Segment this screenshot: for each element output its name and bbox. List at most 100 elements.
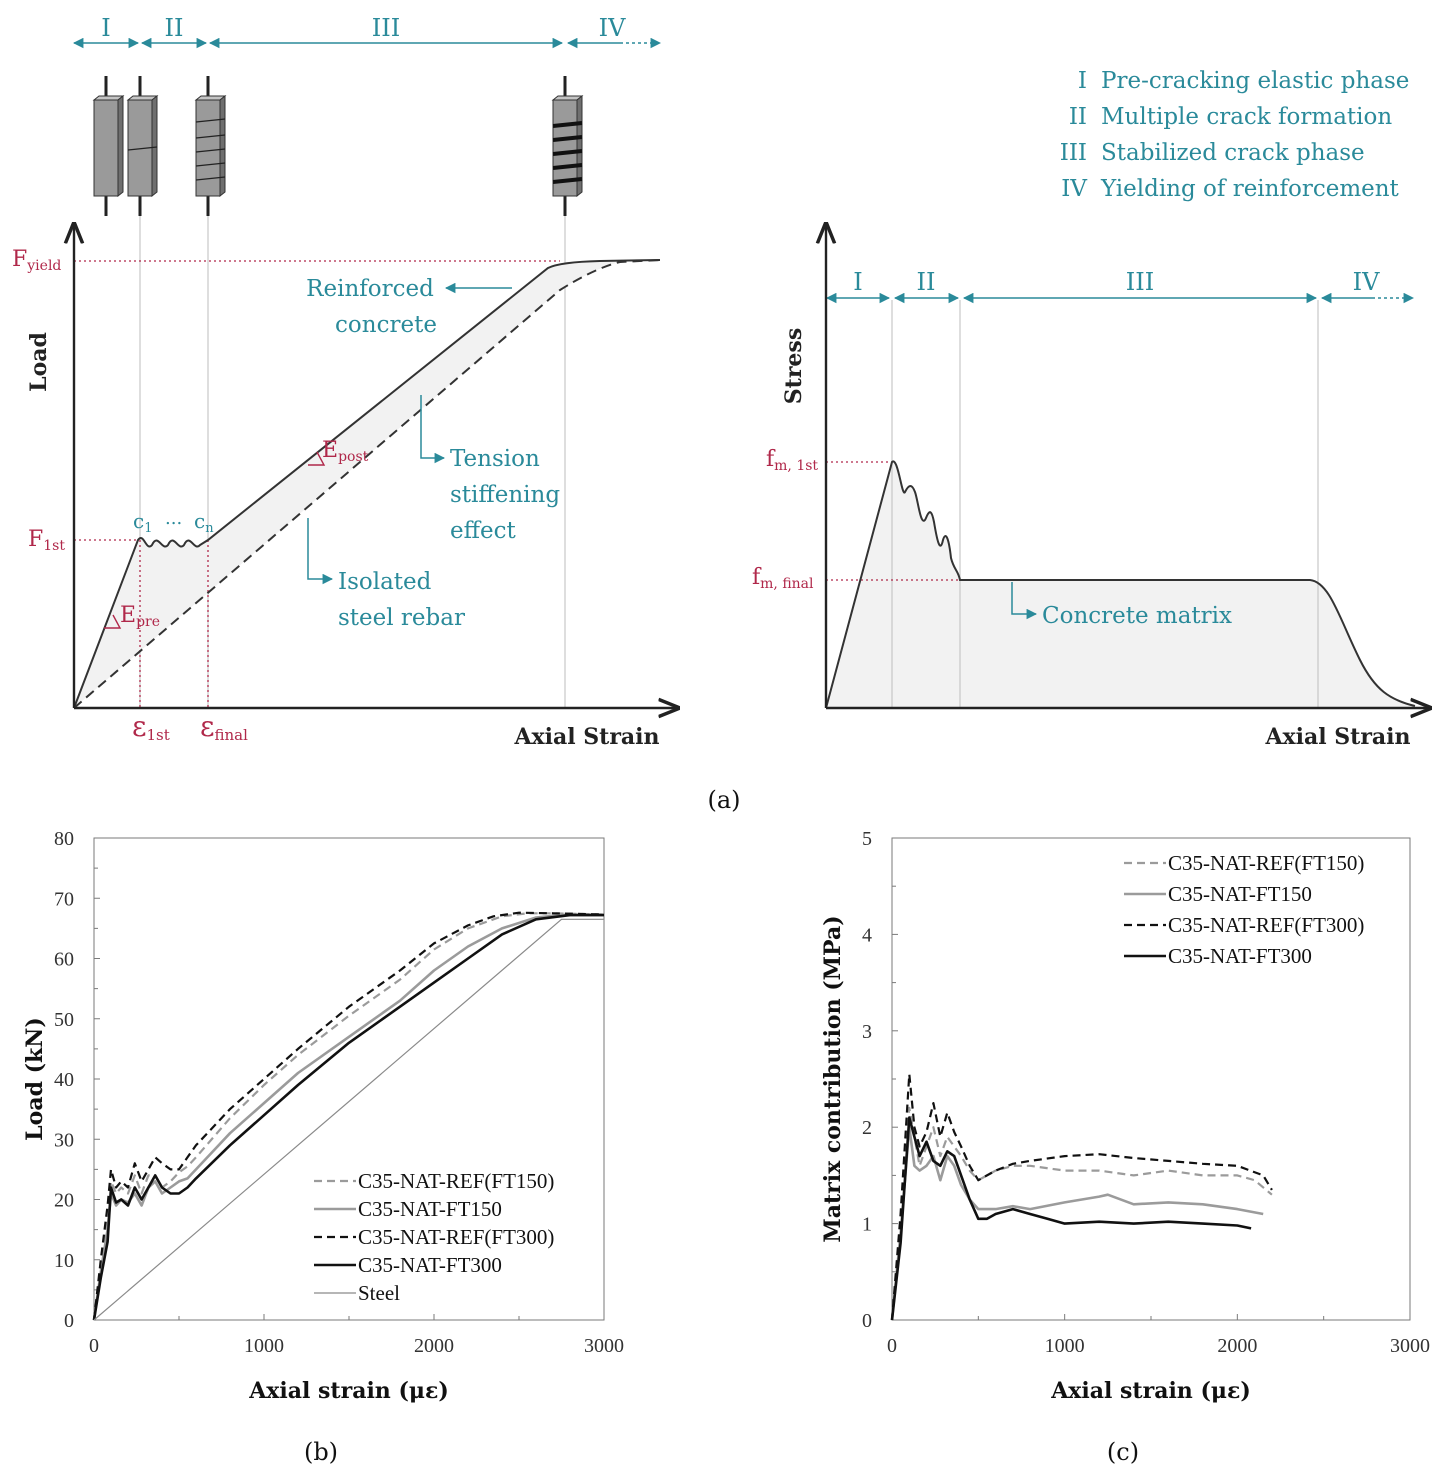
cn-label: cn [194, 509, 214, 536]
phase-mark-IV: IV [599, 14, 626, 42]
phase-legend-num-4: IV [1061, 176, 1087, 202]
y-tick-label: 60 [54, 949, 74, 971]
legend-label: C35-NAT-REF(FT300) [1168, 913, 1364, 937]
y-axis-title: Load (kN) [22, 1017, 48, 1141]
phase-legend: I Pre-cracking elastic phase II Multiple… [1060, 68, 1410, 202]
isolated-label-2: steel rebar [338, 605, 465, 631]
panel-a-left: I II III IV [12, 14, 678, 750]
x-tick-label: 1000 [1045, 1335, 1085, 1357]
x-tick-label: 1000 [244, 1335, 284, 1357]
legend-label: C35-NAT-FT150 [1168, 882, 1312, 906]
phase-legend-num-3: III [1060, 140, 1087, 166]
x-tick-label: 2000 [1217, 1335, 1257, 1357]
y-tick-label: 0 [862, 1310, 872, 1332]
series-line-c35-nat-ft150 [92, 913, 604, 1321]
phase-mark-right-I: I [853, 268, 862, 296]
x-axis-title: Axial strain (με) [248, 1378, 449, 1404]
f-yield-label: Fyield [12, 247, 61, 274]
y-tick-label: 50 [54, 1009, 74, 1031]
caption-a: (a) [707, 786, 740, 814]
y-tick-label: 20 [54, 1190, 74, 1212]
phase-legend-num-2: II [1069, 104, 1087, 130]
eps-first-label: ε1st [132, 710, 170, 744]
x-tick-label: 0 [89, 1335, 99, 1357]
reinforced-concrete-label-2: concrete [335, 312, 437, 338]
tension-label-1: Tension [450, 446, 540, 472]
y-tick-label: 30 [54, 1129, 74, 1151]
tension-label-3: effect [450, 518, 516, 544]
legend-label: C35-NAT-REF(FT150) [1168, 851, 1364, 875]
series-line-c35-nat-ft300 [890, 1116, 1252, 1321]
phase-mark-III: III [372, 14, 400, 42]
series-line-c35-nat-ft300 [92, 913, 604, 1321]
e-post-slope-icon [308, 451, 326, 466]
series-line-c35-nat-ref-ft150 [890, 1106, 1273, 1321]
e-pre-slope-icon [104, 614, 122, 629]
tension-label-2: stiffening [450, 482, 560, 508]
chart-caption: (b) [304, 1438, 338, 1466]
chart-b: 0 1000 2000 3000 0 10 20 30 40 50 60 70 80 C35-NAT-RE… [22, 828, 624, 1466]
specimen-multi-crack-icon [194, 76, 227, 216]
phase-mark-right-II: II [917, 268, 936, 296]
y-tick-label: 40 [54, 1069, 74, 1091]
y-tick-label: 80 [54, 828, 74, 850]
panel-a-right: I II III IV Stress Axial Strain fm, 1st … [752, 224, 1430, 750]
specimen-first-crack-icon [126, 76, 159, 216]
y-tick-label: 4 [862, 924, 872, 946]
chart-c: 0 1000 2000 3000 0 1 2 3 4 5 C35-NAT-REF(FT150) C35… [820, 828, 1430, 1466]
f-m-first-label: fm, 1st [766, 447, 818, 474]
phase-legend-text-4: Yielding of reinforcement [1100, 176, 1400, 202]
series-line-c35-nat-ft150 [890, 1125, 1264, 1321]
stress-axis-label: Stress [781, 328, 807, 404]
axial-strain-label-right: Axial Strain [1264, 724, 1410, 750]
y-tick-label: 1 [862, 1214, 872, 1236]
legend-label: Steel [358, 1281, 400, 1305]
matrix-stress-curve [825, 460, 1416, 709]
y-tick-label: 5 [862, 828, 872, 850]
chart-caption: (c) [1107, 1438, 1139, 1466]
y-tick-label: 3 [862, 1021, 872, 1043]
phase-legend-text-2: Multiple crack formation [1101, 104, 1392, 130]
concrete-matrix-label: Concrete matrix [1042, 603, 1232, 629]
phase-legend-text-1: Pre-cracking elastic phase [1101, 68, 1409, 94]
series-line-steel [93, 918, 604, 1321]
legend-label: C35-NAT-REF(FT300) [358, 1225, 554, 1249]
plot-frame [891, 837, 1411, 1321]
series-line-c35-nat-ref-ft300 [890, 1073, 1273, 1321]
legend-label: C35-NAT-FT300 [358, 1253, 502, 1277]
f-first-label: F1st [28, 527, 65, 554]
phase-mark-I: I [101, 14, 110, 42]
x-axis-title: Axial strain (με) [1050, 1378, 1251, 1404]
legend-label: C35-NAT-FT300 [1168, 944, 1312, 968]
y-tick-label: 70 [54, 888, 74, 910]
c1-label: c1 [133, 509, 152, 536]
crack-dots-label: ... [165, 508, 182, 529]
series-line-c35-nat-ref-ft300 [92, 911, 605, 1321]
legend-label: C35-NAT-FT150 [358, 1197, 502, 1221]
phase-mark-right-III: III [1126, 268, 1154, 296]
phase-legend-num-1: I [1078, 68, 1087, 94]
x-tick-label: 3000 [584, 1335, 624, 1357]
isolated-label-1: Isolated [338, 569, 432, 595]
y-tick-label: 10 [54, 1250, 74, 1272]
load-axis-label: Load [26, 332, 52, 392]
phase-mark-right-IV: IV [1353, 268, 1380, 296]
steel-rebar-curve [73, 259, 661, 709]
x-tick-label: 0 [887, 1335, 897, 1357]
x-tick-label: 2000 [414, 1335, 454, 1357]
series-line-c35-nat-ref-ft150 [92, 912, 605, 1321]
specimen-uncracked-icon [92, 76, 125, 216]
phase-mark-II: II [165, 14, 184, 42]
x-tick-label: 3000 [1390, 1335, 1430, 1357]
phase-legend-text-3: Stabilized crack phase [1101, 140, 1365, 166]
specimen-yield-icon [551, 76, 584, 216]
y-tick-label: 2 [862, 1117, 872, 1139]
legend-label: C35-NAT-REF(FT150) [358, 1169, 554, 1193]
e-pre-label: Epre [120, 603, 160, 630]
e-post-label: Epost [322, 438, 369, 465]
reinforced-concrete-curve [73, 259, 661, 709]
y-tick-label: 0 [64, 1310, 74, 1332]
reinforced-concrete-label-1: Reinforced [306, 276, 434, 302]
y-axis-title: Matrix contribution (MPa) [820, 915, 846, 1242]
